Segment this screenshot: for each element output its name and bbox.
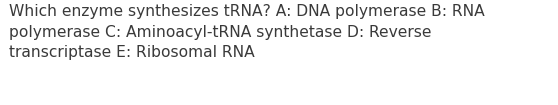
Text: Which enzyme synthesizes tRNA? A: DNA polymerase B: RNA
polymerase C: Aminoacyl-: Which enzyme synthesizes tRNA? A: DNA po… — [9, 4, 485, 60]
